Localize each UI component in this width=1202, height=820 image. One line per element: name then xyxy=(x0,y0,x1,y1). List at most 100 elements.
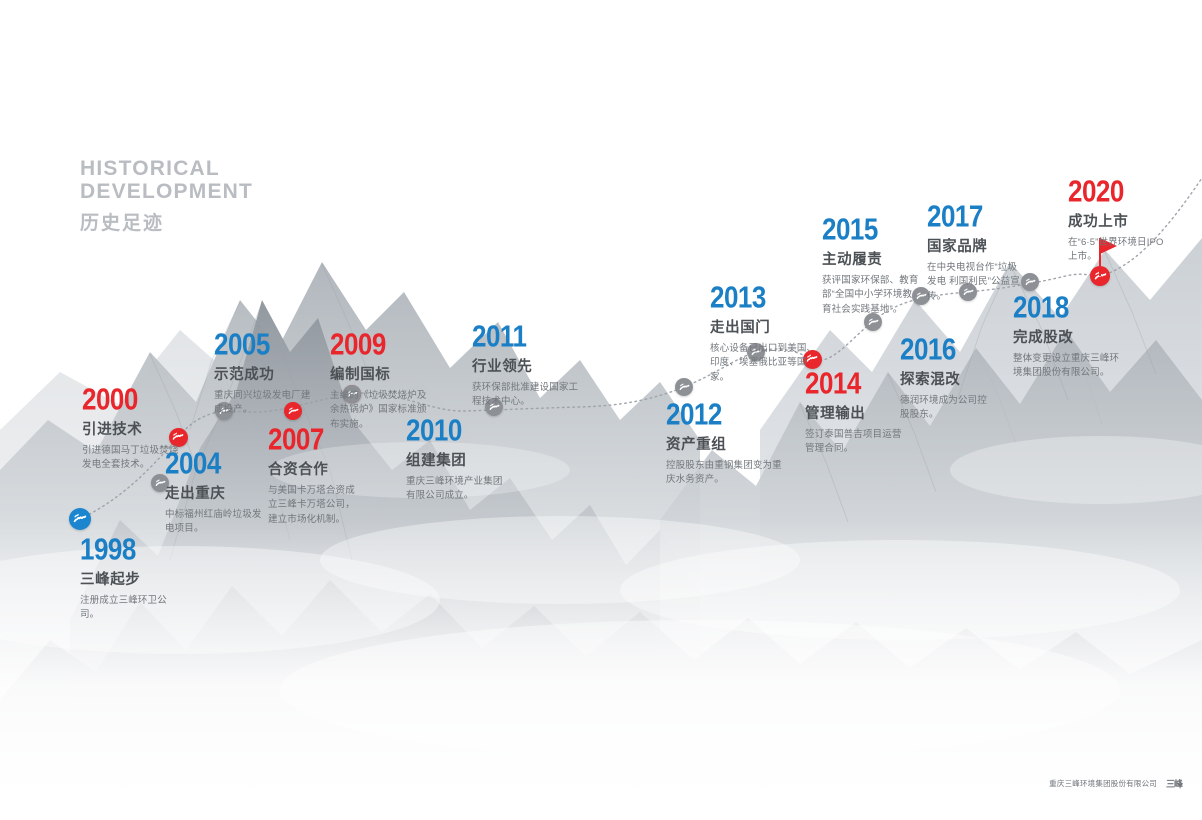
event-year: 2017 xyxy=(927,197,983,234)
footer: 重庆三峰环境集团股份有限公司 三峰 xyxy=(1049,777,1183,790)
event-description: 重庆三峰环境产业集团有限公司成立。 xyxy=(406,475,503,502)
mountain-wave-logo-icon xyxy=(963,287,974,298)
timeline-node-2017[interactable] xyxy=(959,283,977,301)
timeline-node-2015[interactable] xyxy=(864,313,882,331)
timeline-event-2007[interactable]: 2007 合资合作与美国卡万塔合资成立三峰卡万塔公司，建立市场化机制。 xyxy=(268,423,360,527)
timeline-event-2017[interactable]: 2017 国家品牌在中央电视台作“垃圾发电 利国利民”公益宣传。 xyxy=(927,200,1023,304)
event-year: 2010 xyxy=(406,411,462,448)
event-description: 核心设备已出口到美国、印度、埃塞俄比亚等国家。 xyxy=(710,342,817,383)
event-year: 2005 xyxy=(214,325,270,362)
timeline-node-2005[interactable] xyxy=(215,402,233,420)
timeline-event-2014[interactable]: 2014 管理输出签订泰国普吉项目运营管理合同。 xyxy=(805,367,905,457)
event-title: 国家品牌 xyxy=(927,239,988,255)
event-year: 2007 xyxy=(268,420,324,457)
event-year: 2016 xyxy=(900,330,956,367)
event-description: 获环保部批准建设国家工程技术中心。 xyxy=(472,381,579,408)
event-title: 走出重庆 xyxy=(165,486,226,502)
timeline-node-2004[interactable] xyxy=(151,474,169,492)
event-year: 2020 xyxy=(1068,172,1124,209)
timeline-node-2000[interactable] xyxy=(168,427,188,447)
timeline-node-2018[interactable] xyxy=(1021,273,1039,291)
event-title: 示范成功 xyxy=(214,367,275,383)
footer-logo: 三峰 xyxy=(1165,779,1183,789)
event-year: 2013 xyxy=(710,278,766,315)
timeline-node-2012[interactable] xyxy=(675,378,693,396)
title-english-line-1: HISTORICAL xyxy=(80,157,220,180)
timeline-event-2013[interactable]: 2013 走出国门核心设备已出口到美国、印度、埃塞俄比亚等国家。 xyxy=(710,281,820,385)
mountain-wave-logo-icon xyxy=(868,317,879,328)
event-description: 中标福州红庙岭垃圾发电项目。 xyxy=(165,508,262,535)
timeline-node-2013[interactable] xyxy=(747,343,765,361)
event-title: 探索混改 xyxy=(900,372,961,388)
event-year: 1998 xyxy=(80,530,136,567)
mountain-wave-logo-icon xyxy=(489,402,500,413)
event-description: 德润环境成为公司控股股东。 xyxy=(900,394,987,421)
event-year: 2018 xyxy=(1013,288,1069,325)
event-description: 签订泰国普吉项目运营管理合同。 xyxy=(805,428,902,455)
event-title: 成功上市 xyxy=(1068,214,1129,230)
event-year: 2004 xyxy=(165,444,221,481)
event-title: 组建集团 xyxy=(406,453,467,469)
mountain-wave-logo-icon xyxy=(172,431,184,443)
timeline-event-2010[interactable]: 2010 组建集团重庆三峰环境产业集团有限公司成立。 xyxy=(406,414,510,504)
mountain-wave-logo-icon xyxy=(916,291,927,302)
timeline-node-2011[interactable] xyxy=(485,398,503,416)
event-title: 资产重组 xyxy=(666,437,727,453)
event-description: 获评国家环保部、教育部“全国中小学环境教育社会实践基地”。 xyxy=(822,274,919,315)
event-title: 合资合作 xyxy=(268,462,329,478)
timeline-event-2009[interactable]: 2009 编制国标主编的《垃圾焚烧炉及余热锅炉》国家标准颁布实施。 xyxy=(330,328,430,432)
timeline-node-1998[interactable] xyxy=(69,508,91,530)
mountain-wave-logo-icon xyxy=(73,512,87,526)
event-year: 2015 xyxy=(822,210,878,247)
event-description: 引进德国马丁垃圾焚烧发电全套技术。 xyxy=(82,444,179,471)
event-title: 三峰起步 xyxy=(80,572,141,588)
event-year: 2012 xyxy=(666,395,722,432)
footer-company-name: 重庆三峰环境集团股份有限公司 xyxy=(1049,779,1157,788)
timeline-event-2020[interactable]: 2020 成功上市在“6·5”世界环境日IPO上市。 xyxy=(1068,175,1164,265)
event-title: 管理输出 xyxy=(805,406,866,422)
event-year: 2014 xyxy=(805,364,861,401)
event-title: 主动履责 xyxy=(822,252,883,268)
timeline-event-2016[interactable]: 2016 探索混改德润环境成为公司控股股东。 xyxy=(900,333,996,423)
mountain-wave-logo-icon xyxy=(1025,277,1036,288)
event-title: 完成股改 xyxy=(1013,330,1074,346)
timeline-event-2012[interactable]: 2012 资产重组控股股东由重钢集团变为重庆水务资产。 xyxy=(666,398,782,488)
mountain-wave-logo-icon xyxy=(155,478,166,489)
timeline-node-2016[interactable] xyxy=(912,287,930,305)
mountain-wave-logo-icon xyxy=(219,406,230,417)
event-description: 注册成立三峰环卫公司。 xyxy=(80,594,167,621)
timeline-event-2011[interactable]: 2011 行业领先获环保部批准建设国家工程技术中心。 xyxy=(472,320,580,410)
event-description: 在中央电视台作“垃圾发电 利国利民”公益宣传。 xyxy=(927,261,1020,302)
title-english-line-2: DEVELOPMENT xyxy=(80,179,254,203)
event-description: 主编的《垃圾焚烧炉及余热锅炉》国家标准颁布实施。 xyxy=(330,389,427,430)
timeline-node-2007[interactable] xyxy=(284,402,302,420)
event-description: 在“6·5”世界环境日IPO上市。 xyxy=(1068,236,1164,263)
event-title: 引进技术 xyxy=(82,422,143,438)
event-description: 重庆同兴垃圾发电厂建成投产。 xyxy=(214,389,311,416)
event-year: 2011 xyxy=(472,317,527,354)
timeline-node-2014[interactable] xyxy=(802,349,822,369)
summit-flag-icon xyxy=(1100,238,1117,254)
mountain-wave-logo-icon xyxy=(347,389,358,400)
event-title: 行业领先 xyxy=(472,359,533,375)
timeline-event-2018[interactable]: 2018 完成股改整体变更设立重庆三峰环境集团股份有限公司。 xyxy=(1013,291,1125,381)
timeline-event-2015[interactable]: 2015 主动履责获评国家环保部、教育部“全国中小学环境教育社会实践基地”。 xyxy=(822,213,920,317)
page-title: HISTORICAL DEVELOPMENT 历史足迹 xyxy=(80,157,254,235)
event-title: 编制国标 xyxy=(330,367,391,383)
title-chinese: 历史足迹 xyxy=(80,213,165,235)
timeline-node-2010[interactable] xyxy=(343,385,361,403)
event-year: 2009 xyxy=(330,325,386,362)
timeline-event-2005[interactable]: 2005 示范成功重庆同兴垃圾发电厂建成投产。 xyxy=(214,328,318,418)
event-year: 2000 xyxy=(82,380,138,417)
event-description: 控股股东由重钢集团变为重庆水务资产。 xyxy=(666,459,782,486)
timeline-event-1998[interactable]: 1998 三峰起步注册成立三峰环卫公司。 xyxy=(80,533,180,623)
event-title: 走出国门 xyxy=(710,320,771,336)
event-description: 与美国卡万塔合资成立三峰卡万塔公司，建立市场化机制。 xyxy=(268,484,355,525)
event-description: 整体变更设立重庆三峰环境集团股份有限公司。 xyxy=(1013,352,1120,379)
timeline-event-2000[interactable]: 2000 引进技术引进德国马丁垃圾焚烧发电全套技术。 xyxy=(82,383,186,473)
mountain-wave-logo-icon xyxy=(679,382,690,393)
timeline-event-2004[interactable]: 2004 走出重庆中标福州红庙岭垃圾发电项目。 xyxy=(165,447,263,537)
mountain-wave-logo-icon xyxy=(288,406,299,417)
